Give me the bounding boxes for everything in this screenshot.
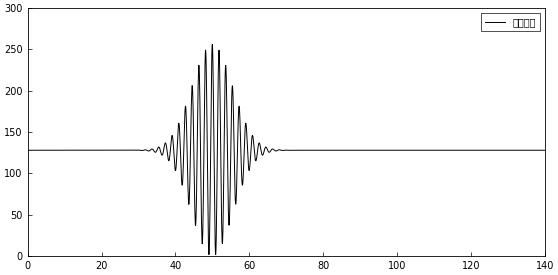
提取点结 — [541, 148, 548, 152]
Line: 提取点结: 提取点结 — [28, 45, 545, 255]
提取点结 — [262, 145, 269, 149]
Legend: 提取点结: 提取点结 — [482, 13, 540, 31]
提取点结 — [527, 148, 533, 152]
提取点结 — [432, 148, 439, 152]
提取点结 — [51, 148, 57, 152]
提取点结 — [527, 148, 533, 152]
提取点结 — [276, 148, 283, 152]
提取点结 — [209, 43, 215, 46]
提取点结 — [25, 148, 31, 152]
提取点结 — [205, 253, 212, 256]
